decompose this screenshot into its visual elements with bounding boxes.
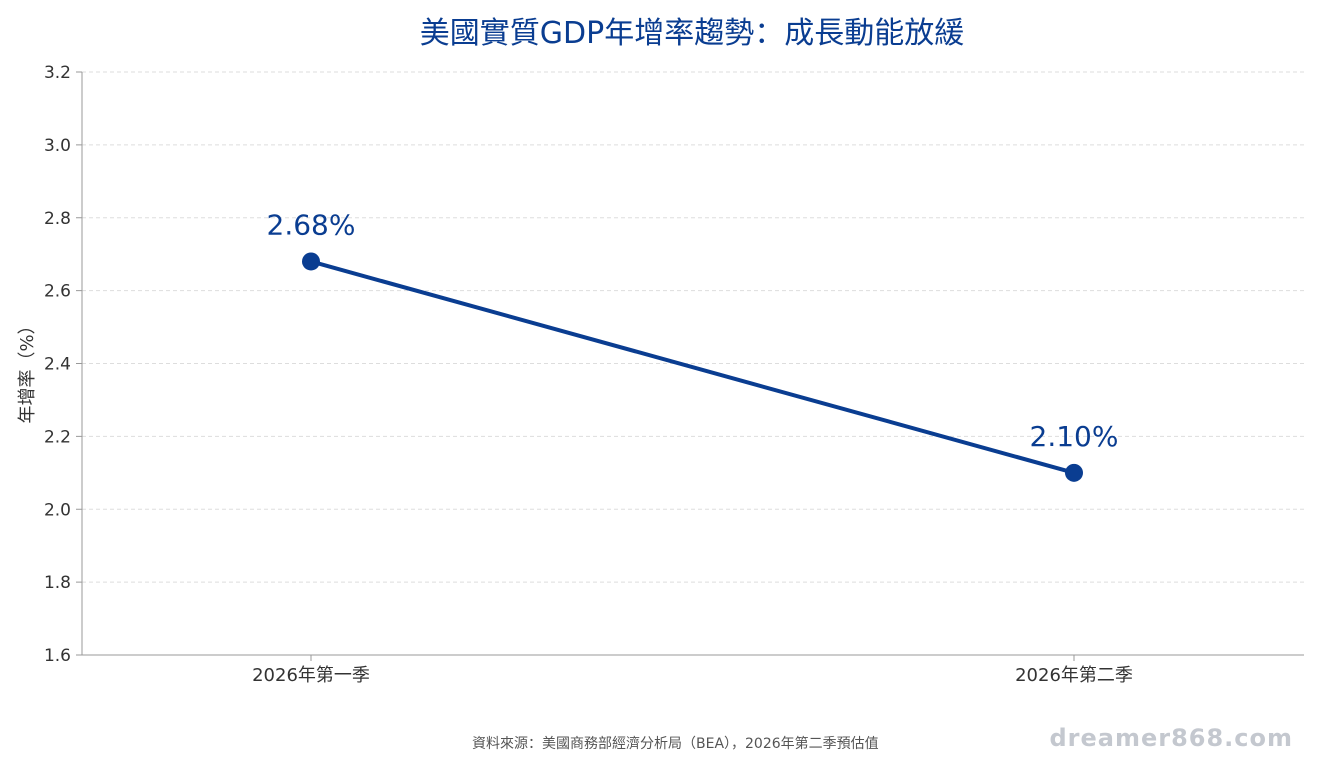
y-tick-label: 2.8: [44, 209, 71, 229]
y-tick-label: 3.2: [44, 63, 71, 83]
chart-title: 美國實質GDP年增率趨勢：成長動能放緩: [419, 16, 965, 51]
x-tick-label: 2026年第二季: [1015, 665, 1133, 686]
y-tick-label: 2.6: [44, 282, 71, 302]
y-tick-label: 1.6: [44, 646, 71, 666]
series-line: [310, 259, 1075, 475]
data-label: 2.10%: [1030, 420, 1119, 453]
y-axis-title: 年增率（%）: [17, 316, 38, 423]
y-tick-label: 3.0: [44, 136, 71, 156]
y-tick-labels: 1.6 1.8 2.0 2.2 2.4 2.6 2.8 3.0 3.2: [44, 63, 71, 666]
x-tick-labels: 2026年第一季 2026年第二季: [252, 665, 1133, 686]
data-labels: 2.68% 2.10%: [267, 208, 1119, 452]
data-label: 2.68%: [267, 208, 356, 241]
y-tick-label: 1.8: [44, 573, 71, 593]
y-tick-label: 2.0: [44, 500, 71, 520]
y-tick-label: 2.4: [44, 355, 71, 375]
axes: [76, 71, 1304, 661]
x-tick-label: 2026年第一季: [252, 665, 370, 686]
series-line-group: [302, 252, 1083, 482]
data-point: [302, 252, 320, 271]
data-point: [1065, 463, 1083, 482]
gridlines: [82, 71, 1304, 583]
watermark: dreamer868.com: [1049, 724, 1293, 752]
y-tick-label: 2.2: [44, 427, 71, 447]
source-note: 資料來源：美國商務部經濟分析局（BEA），2026年第二季預估值: [472, 736, 879, 752]
